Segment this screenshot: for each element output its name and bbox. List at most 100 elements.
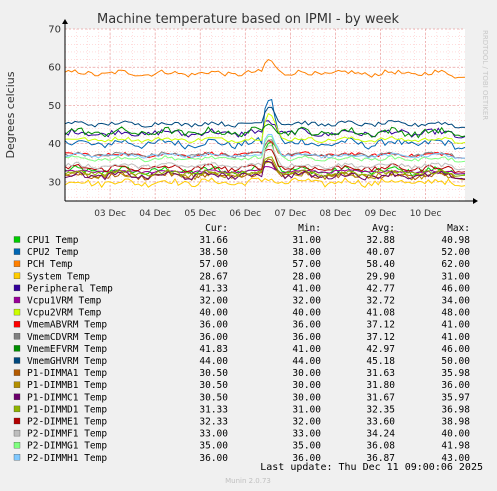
legend-series-name: P2-DIMMH1 Temp	[27, 453, 107, 464]
legend-value-min: 33.00	[292, 429, 321, 440]
legend-series-name: CPU1 Temp	[27, 235, 79, 246]
legend-value-cur: 41.83	[199, 344, 228, 355]
legend-value-max: 36.00	[441, 380, 470, 391]
legend-value-max: 41.98	[441, 441, 470, 452]
x-tick-label: 05 Dec	[184, 209, 216, 219]
legend-value-max: 62.00	[441, 259, 470, 270]
legend-header: Avg:	[372, 223, 395, 234]
legend-swatch	[13, 357, 21, 364]
legend-swatch	[13, 345, 21, 352]
legend-value-min: 41.00	[292, 283, 321, 294]
legend-value-max: 36.98	[441, 404, 470, 415]
legend-swatch	[13, 405, 21, 413]
legend-value-min: 57.00	[292, 259, 321, 270]
legend-value-max: 50.00	[441, 356, 470, 367]
legend-value-avg: 32.88	[366, 235, 395, 246]
legend: Cur: Min: Avg: Max: CPU1 Temp 31.66 31.00 32.88…	[13, 223, 470, 464]
legend-value-avg: 32.72	[366, 296, 395, 307]
legend-value-cur: 35.00	[199, 441, 228, 452]
legend-series-name: System Temp	[27, 271, 90, 282]
legend-value-max: 48.00	[441, 308, 470, 319]
legend-value-min: 30.00	[292, 380, 321, 391]
legend-swatch	[13, 429, 21, 437]
legend-value-cur: 36.00	[199, 453, 228, 464]
legend-value-avg: 37.12	[366, 332, 395, 343]
legend-swatch	[13, 381, 21, 388]
series-line-p2-dimmg1-temp	[64, 135, 466, 163]
legend-value-avg: 40.07	[366, 247, 395, 258]
legend-value-cur: 41.33	[199, 283, 228, 294]
legend-series-name: Vcpu2VRM Temp	[27, 308, 102, 319]
legend-value-avg: 31.80	[366, 380, 395, 391]
legend-value-min: 32.00	[292, 417, 321, 428]
legend-value-min: 36.00	[292, 332, 321, 343]
legend-value-max: 41.00	[441, 320, 470, 331]
legend-swatch	[13, 442, 21, 449]
legend-value-min: 30.00	[292, 368, 321, 379]
legend-series-name: VmemABVRM Temp	[27, 320, 107, 331]
legend-series-name: VmemCDVRM Temp	[27, 332, 107, 343]
legend-value-max: 40.98	[441, 235, 470, 246]
x-tick-label: 10 Dec	[410, 209, 442, 219]
rrdtool-credit: RRDTOOL / TOBI OETIKER	[481, 30, 489, 120]
legend-value-max: 38.98	[441, 417, 470, 428]
legend-value-min: 41.00	[292, 344, 321, 355]
legend-swatch	[13, 272, 21, 279]
x-tick-label: 08 Dec	[320, 209, 352, 219]
series-line-vmemefvrm-temp	[64, 123, 466, 139]
legend-value-avg: 42.97	[366, 344, 395, 355]
series-line-vmemghvrm-temp	[64, 106, 466, 129]
legend-value-min: 36.00	[292, 320, 321, 331]
x-tick-label: 06 Dec	[229, 209, 261, 219]
y-tick-label: 30	[48, 177, 61, 188]
legend-swatch	[13, 369, 21, 376]
legend-value-cur: 44.00	[199, 356, 228, 367]
legend-value-max: 40.00	[441, 429, 470, 440]
legend-value-min: 35.00	[292, 441, 321, 452]
legend-value-min: 40.00	[292, 308, 321, 319]
x-tick-label: 03 Dec	[94, 209, 126, 219]
legend-value-avg: 29.90	[366, 271, 395, 282]
legend-value-avg: 41.08	[366, 308, 395, 319]
legend-series-name: P2-DIMMF1 Temp	[27, 429, 107, 440]
grid-lines	[65, 28, 465, 201]
series-line-vcpu1vrm-temp	[64, 166, 466, 175]
legend-value-avg: 36.87	[366, 453, 395, 464]
x-tick-label: 09 Dec	[365, 209, 397, 219]
x-axis-arrow	[473, 198, 478, 204]
legend-header: Cur:	[205, 223, 228, 234]
legend-value-avg: 58.40	[366, 259, 395, 270]
legend-value-avg: 31.63	[366, 368, 395, 379]
y-tick-label: 70	[48, 25, 61, 36]
legend-series-name: Peripheral Temp	[27, 283, 113, 294]
legend-swatch	[13, 236, 21, 243]
series-line-p1-dimmc1-temp	[64, 160, 466, 181]
legend-value-avg: 32.35	[366, 404, 395, 415]
x-tick-label: 07 Dec	[274, 209, 306, 219]
legend-value-avg: 33.60	[366, 417, 395, 428]
legend-value-cur: 38.50	[199, 247, 228, 258]
legend-value-avg: 45.18	[366, 356, 395, 367]
legend-value-max: 35.97	[441, 392, 470, 403]
legend-series-name: P1-DIMMD1 Temp	[27, 404, 107, 415]
legend-value-cur: 30.50	[199, 392, 228, 403]
legend-value-min: 36.00	[292, 453, 321, 464]
legend-swatch	[13, 296, 21, 304]
legend-series-name: Vcpu1VRM Temp	[27, 296, 102, 307]
legend-value-avg: 36.08	[366, 441, 395, 452]
legend-value-min: 30.00	[292, 392, 321, 403]
legend-swatch	[13, 260, 21, 267]
legend-value-min: 31.00	[292, 404, 321, 415]
legend-value-max: 43.00	[441, 453, 470, 464]
legend-value-cur: 32.00	[199, 296, 228, 307]
legend-header: Max:	[447, 223, 470, 234]
legend-value-min: 38.00	[292, 247, 321, 258]
legend-value-avg: 31.67	[366, 392, 395, 403]
legend-series-name: P1-DIMMB1 Temp	[27, 380, 107, 391]
legend-swatch	[13, 393, 21, 400]
legend-value-max: 46.00	[441, 344, 470, 355]
legend-series-name: P2-DIMMG1 Temp	[27, 441, 107, 452]
legend-series-name: PCH Temp	[27, 259, 73, 270]
series-line-p2-dimmh1-temp	[64, 133, 466, 159]
legend-value-min: 28.00	[292, 271, 321, 282]
